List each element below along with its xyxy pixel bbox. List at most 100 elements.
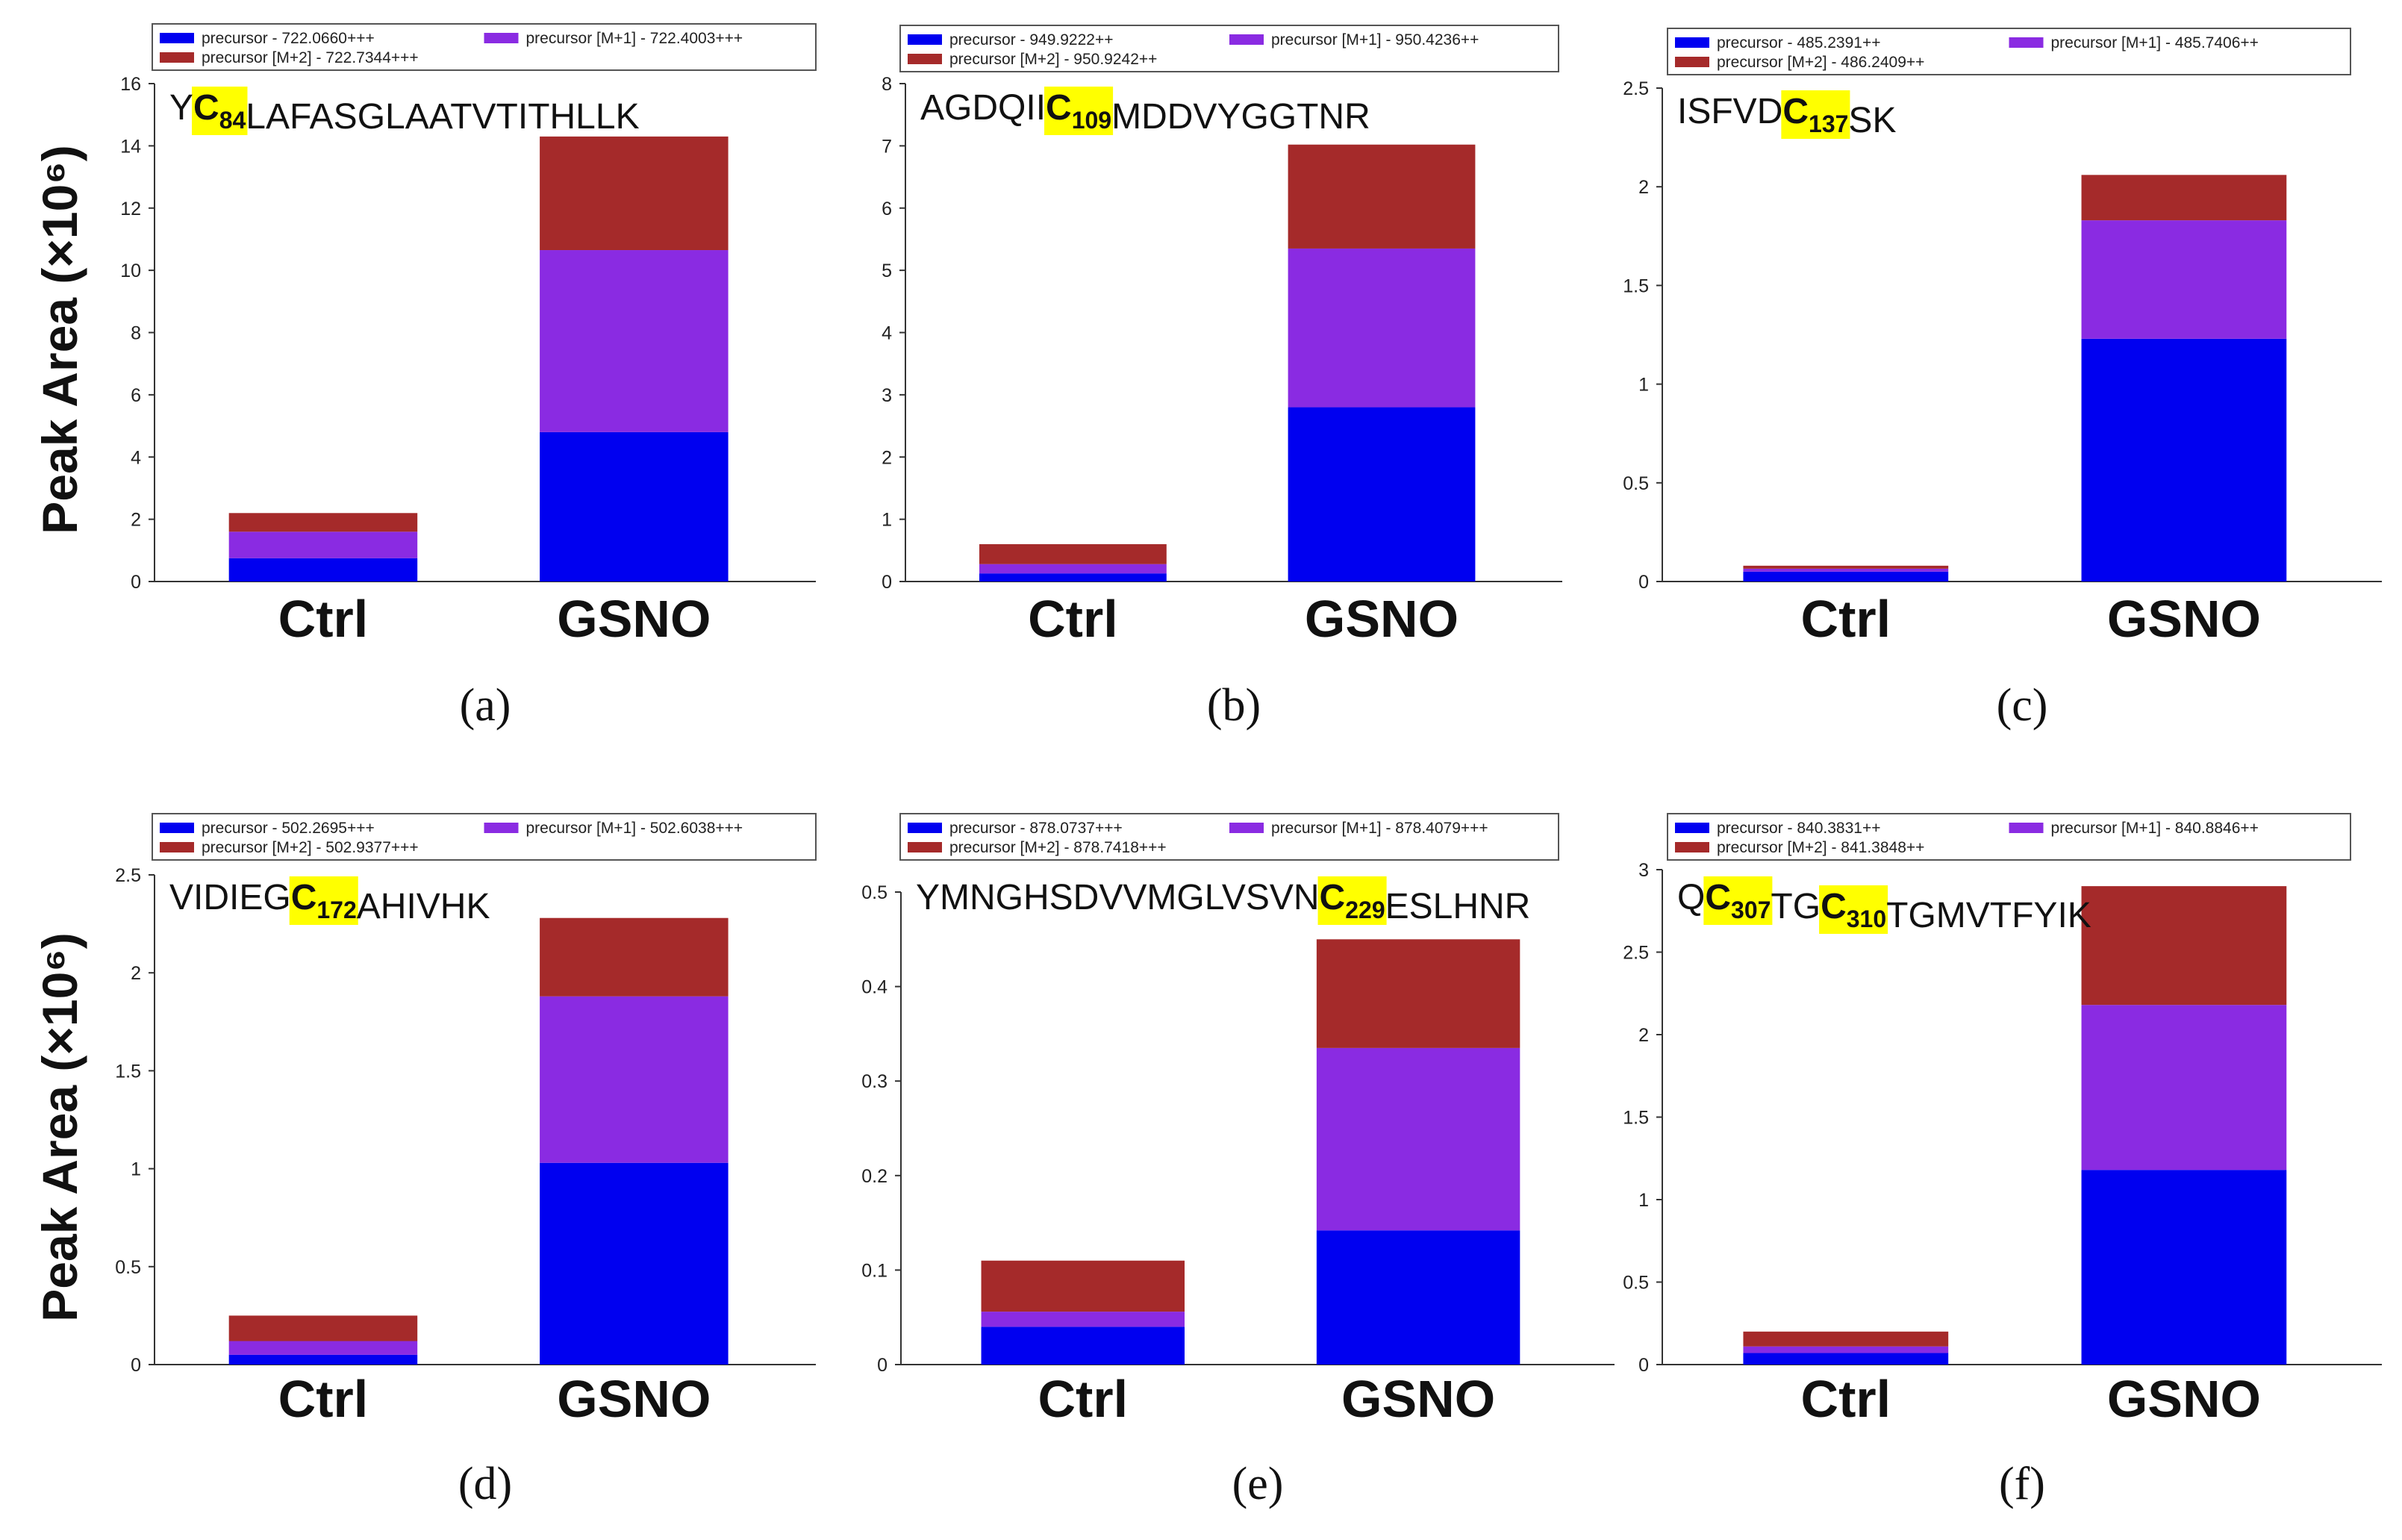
legend-box <box>899 813 1559 861</box>
peptide-sequence: YC84LAFASGLAATVTITHLLK <box>169 88 640 137</box>
bar-gsno-series-2 <box>2081 1005 2287 1170</box>
bar-gsno-series-3 <box>1316 939 1520 1048</box>
bar-gsno-series-2 <box>2081 220 2287 339</box>
legend-swatch <box>1675 37 1709 48</box>
residue-highlight <box>192 87 248 135</box>
y-tick-label: 1 <box>1638 375 1649 396</box>
bar-gsno-series-1 <box>1316 1230 1520 1365</box>
legend-swatch <box>160 842 194 852</box>
legend-label: precursor - 722.0660+++ <box>202 30 375 47</box>
legend-label: precursor [M+2] - 722.7344+++ <box>202 49 419 66</box>
y-tick-label: 2 <box>131 963 141 984</box>
y-tick-label: 0.3 <box>861 1071 888 1092</box>
bar-gsno-series-1 <box>540 431 729 582</box>
residue-number: 229 <box>1345 897 1385 923</box>
y-tick-label: 16 <box>120 74 141 95</box>
y-tick-label: 2.5 <box>1623 78 1649 99</box>
legend-label: precursor - 502.2695+++ <box>202 820 375 837</box>
y-tick-label: 2 <box>1638 1025 1649 1046</box>
bar-ctrl-series-1 <box>981 1327 1185 1365</box>
legend: precursor - 485.2391++ precursor [M+1] - … <box>1667 28 2351 75</box>
peptide-sequence: QC307TGC310TGMVTFYIK <box>1677 878 2091 935</box>
bar-gsno-series-3 <box>2081 886 2287 1006</box>
sequence-segment: TGMVTFYIK <box>1886 896 2091 935</box>
y-tick-label: 1.5 <box>115 1061 141 1082</box>
bar-ctrl-series-1 <box>979 573 1167 582</box>
residue-highlight <box>1044 87 1114 135</box>
bar-ctrl-series-2 <box>228 531 418 558</box>
bar-ctrl-series-2 <box>979 564 1167 574</box>
y-tick-label: 1 <box>1638 1190 1649 1211</box>
legend-label: precursor [M+1] - 840.8846++ <box>2051 820 2259 837</box>
sequence-segment: AHIVHK <box>357 887 490 926</box>
y-tick-label: 0.5 <box>861 882 888 903</box>
panel-label: (c) <box>1997 680 2048 731</box>
peptide-sequence: AGDQIIC109MDDVYGGTNR <box>920 88 1370 137</box>
bar-ctrl-series-3 <box>1743 565 1949 569</box>
x-category-label: Ctrl <box>278 590 369 648</box>
residue-highlight <box>1317 876 1387 925</box>
legend-label: precursor [M+2] - 878.7418+++ <box>949 839 1167 856</box>
legend-swatch <box>484 33 519 43</box>
x-category-label: Ctrl <box>1038 1370 1128 1428</box>
bar-gsno-series-2 <box>1316 1047 1520 1231</box>
sequence-segment: ISFVD <box>1677 92 1782 131</box>
y-tick-label: 1.5 <box>1623 275 1649 296</box>
x-category-label: Ctrl <box>1028 590 1118 648</box>
legend-box <box>1667 813 2351 861</box>
bar-ctrl-series-3 <box>979 543 1167 564</box>
y-axis-title: Peak Area (×10⁶) <box>32 145 87 534</box>
y-tick-label: 2 <box>1638 177 1649 198</box>
bar-ctrl-series-3 <box>228 1315 418 1341</box>
bar-ctrl-series-1 <box>1743 571 1949 582</box>
legend-label: precursor [M+1] - 485.7406++ <box>2051 34 2259 52</box>
bar-gsno-series-2 <box>540 250 729 432</box>
x-category-label: GSNO <box>2107 590 2261 648</box>
y-tick-label: 2 <box>131 510 141 531</box>
legend-swatch <box>908 823 942 833</box>
residue-highlight <box>1703 876 1773 925</box>
chart-panel-5: 0 0.1 0.2 0.3 0.4 0.5 Ctrl GSNO precursor - 878.… <box>861 813 1615 1509</box>
x-category-label: Ctrl <box>278 1370 369 1428</box>
sequence-segment: VIDIEG <box>169 878 291 917</box>
residue-highlight <box>1781 90 1850 139</box>
bar-gsno-series-2 <box>1288 248 1476 408</box>
bar-ctrl-series-3 <box>981 1260 1185 1312</box>
highlighted-residue: C <box>1046 88 1072 128</box>
legend-label: precursor - 840.3831++ <box>1717 820 1880 837</box>
sequence-segment: TG <box>1771 887 1821 926</box>
highlighted-residue: C <box>1782 92 1809 131</box>
legend-swatch <box>1229 34 1264 45</box>
y-tick-label: 0 <box>882 572 892 593</box>
panel-label: (e) <box>1232 1459 1284 1509</box>
y-tick-label: 0.5 <box>1623 1273 1649 1294</box>
y-tick-label: 3 <box>882 385 892 406</box>
legend-label: precursor [M+1] - 878.4079+++ <box>1271 820 1488 837</box>
sequence-segment: AGDQII <box>920 88 1046 128</box>
sequence-segment: MDDVYGGTNR <box>1111 97 1370 137</box>
legend: precursor - 722.0660+++ precursor [M+1] -… <box>152 23 817 71</box>
legend-box <box>899 25 1559 72</box>
sequence-segment: LAFASGLAATVTITHLLK <box>246 97 639 137</box>
legend-swatch <box>160 823 194 833</box>
bar-ctrl-series-2 <box>981 1312 1185 1327</box>
legend-label: precursor [M+2] - 950.9242++ <box>949 51 1157 68</box>
legend: precursor - 840.3831++ precursor [M+1] - … <box>1667 813 2351 861</box>
bar-ctrl-series-3 <box>228 513 418 532</box>
legend-swatch <box>2009 823 2044 833</box>
legend-swatch <box>1675 842 1709 852</box>
bar-gsno-series-3 <box>540 136 729 251</box>
legend-swatch <box>484 823 519 833</box>
legend-label: precursor [M+1] - 502.6038+++ <box>526 820 743 837</box>
legend-swatch <box>908 34 942 45</box>
legend-label: precursor [M+2] - 841.3848++ <box>1717 839 1924 856</box>
residue-highlight <box>1819 885 1888 934</box>
highlighted-residue: C <box>291 878 317 917</box>
legend-swatch <box>160 52 194 63</box>
bar-ctrl-series-1 <box>228 558 418 582</box>
legend-label: precursor - 485.2391++ <box>1717 34 1880 52</box>
y-tick-label: 4 <box>131 447 141 468</box>
y-tick-label: 0 <box>131 1355 141 1376</box>
legend-box <box>152 813 817 861</box>
residue-number: 84 <box>219 107 246 134</box>
